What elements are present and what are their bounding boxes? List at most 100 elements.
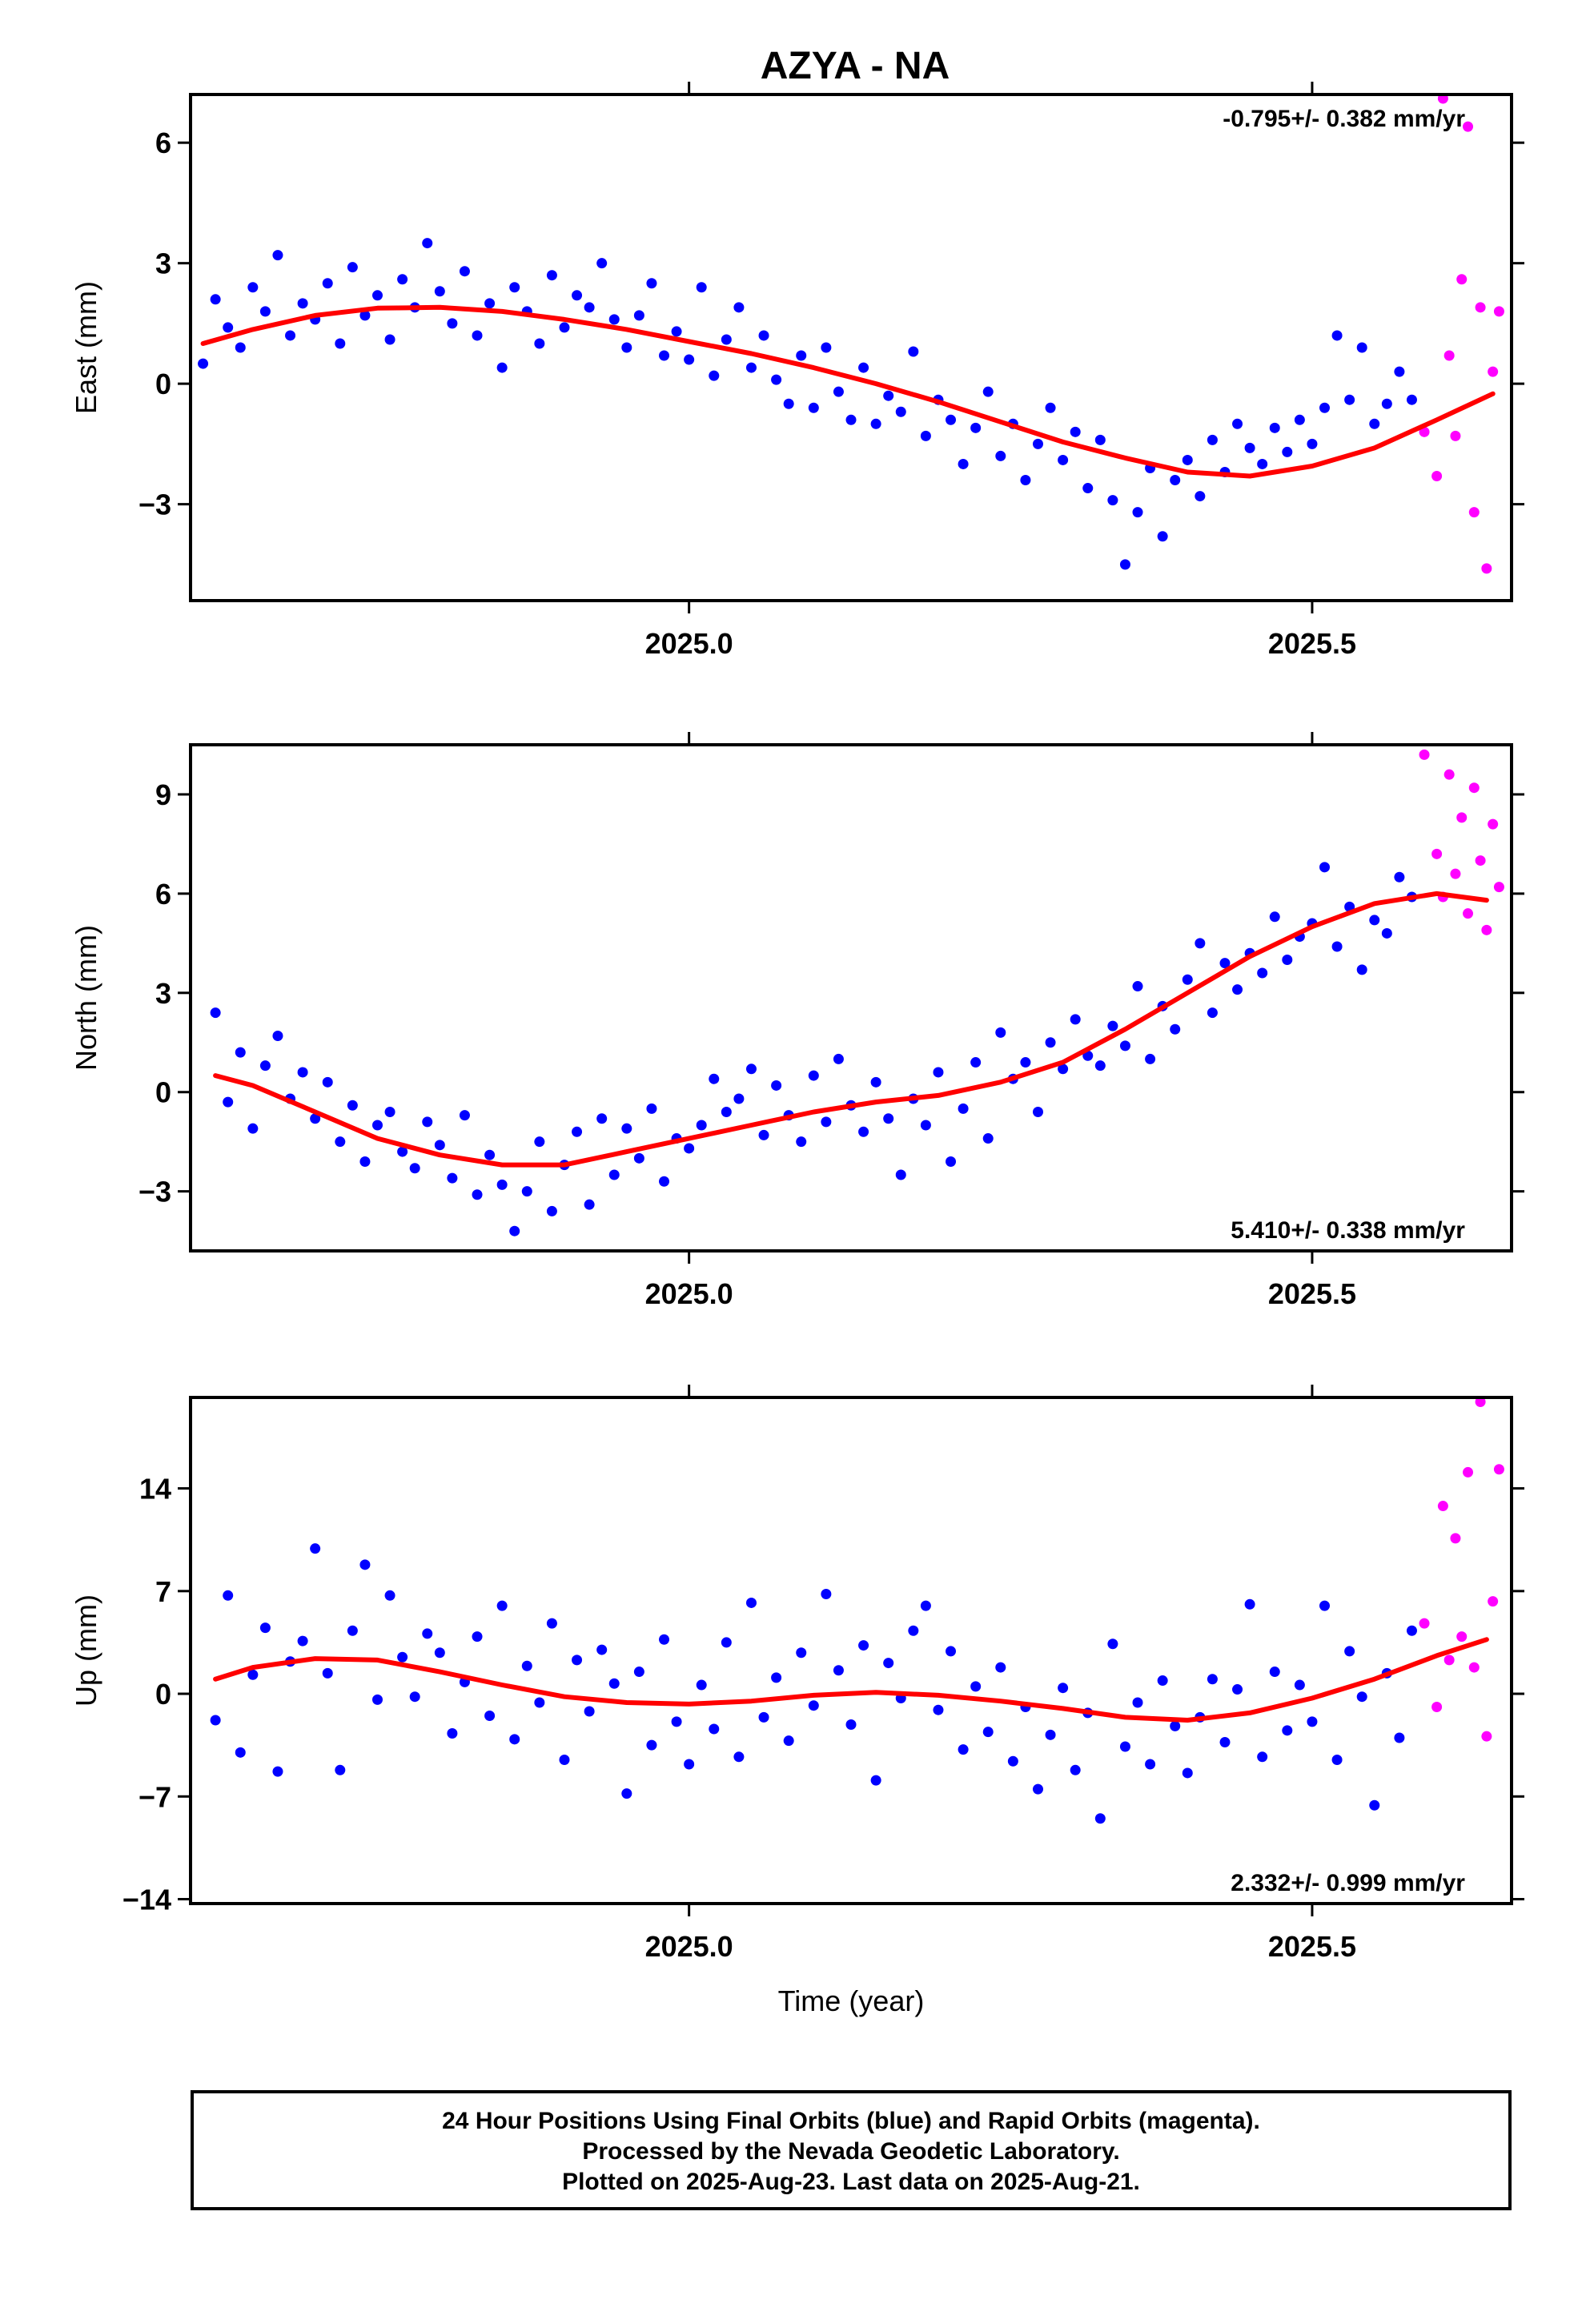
rapid-orbit-point xyxy=(1475,302,1486,313)
rapid-orbit-point xyxy=(1419,1618,1430,1629)
final-orbit-point xyxy=(908,346,919,357)
figure-title: AZYA - NA xyxy=(761,45,950,87)
y-tick-label: 0 xyxy=(155,368,171,400)
final-orbit-point xyxy=(1331,330,1343,341)
rapid-orbit-point xyxy=(1419,426,1430,437)
final-orbit-point xyxy=(259,1622,271,1634)
final-orbit-point xyxy=(995,1662,1006,1673)
final-orbit-point xyxy=(1132,981,1143,992)
final-orbit-point xyxy=(982,1133,994,1144)
final-orbit-point xyxy=(434,1140,445,1151)
final-orbit-point xyxy=(821,1588,832,1599)
final-orbit-point xyxy=(223,322,234,333)
final-orbit-point xyxy=(1369,418,1380,429)
rapid-orbit-point xyxy=(1488,366,1499,377)
final-orbit-point xyxy=(1157,531,1168,542)
final-orbit-point xyxy=(422,1116,433,1128)
final-orbit-point xyxy=(808,402,819,413)
final-orbit-point xyxy=(409,1163,420,1174)
final-orbit-point xyxy=(1269,911,1280,923)
final-orbit-point xyxy=(1094,1813,1106,1824)
final-orbit-point xyxy=(659,1634,670,1645)
final-orbit-point xyxy=(322,278,333,289)
final-orbit-point xyxy=(908,1625,919,1636)
final-orbit-point xyxy=(347,1625,358,1636)
final-orbit-point xyxy=(1356,342,1367,353)
final-orbit-point xyxy=(371,1120,383,1131)
plot-data xyxy=(210,749,1504,1236)
final-orbit-point xyxy=(397,1146,408,1157)
x-tick-label: 2025.5 xyxy=(1268,1930,1356,1963)
final-orbit-point xyxy=(783,1735,794,1747)
final-orbit-point xyxy=(946,414,957,425)
final-orbit-point xyxy=(858,362,869,373)
final-orbit-point xyxy=(546,1205,557,1216)
rapid-orbit-point xyxy=(1431,848,1443,859)
final-orbit-point xyxy=(509,1225,520,1236)
final-orbit-point xyxy=(709,1073,720,1084)
final-orbit-point xyxy=(534,1697,545,1708)
final-orbit-point xyxy=(1020,475,1031,486)
final-orbit-point xyxy=(447,318,458,329)
final-orbit-point xyxy=(1170,1023,1181,1035)
x-tick-label: 2025.5 xyxy=(1268,1277,1356,1310)
final-orbit-point xyxy=(970,422,982,433)
final-orbit-point xyxy=(297,1635,308,1647)
y-tick-label: 9 xyxy=(155,778,171,811)
final-orbit-point xyxy=(1331,941,1343,952)
rapid-orbit-point xyxy=(1443,1655,1455,1666)
rapid-orbit-point xyxy=(1450,868,1461,879)
final-orbit-point xyxy=(447,1172,458,1184)
final-orbit-point xyxy=(958,1103,969,1114)
fit-curve xyxy=(200,304,1496,479)
rapid-orbit-point xyxy=(1431,1702,1443,1713)
final-orbit-point xyxy=(272,1031,283,1042)
caption-line-1: 24 Hour Positions Using Final Orbits (bl… xyxy=(442,2108,1260,2134)
rapid-orbit-point xyxy=(1493,306,1504,317)
final-orbit-point xyxy=(758,1711,769,1723)
final-orbit-point xyxy=(584,1706,595,1717)
final-orbit-point xyxy=(235,1747,246,1758)
final-orbit-point xyxy=(608,314,620,325)
final-orbit-point xyxy=(1232,418,1243,429)
final-orbit-point xyxy=(1257,1751,1268,1763)
fit-curve xyxy=(213,1637,1489,1723)
final-orbit-point xyxy=(434,1647,445,1659)
final-orbit-point xyxy=(721,334,732,345)
final-orbit-point xyxy=(584,302,595,313)
final-orbit-point xyxy=(1207,434,1218,445)
final-orbit-point xyxy=(1032,438,1043,449)
final-orbit-point xyxy=(895,406,906,417)
final-orbit-point xyxy=(933,1067,944,1078)
final-orbit-point xyxy=(322,1667,333,1679)
final-orbit-point xyxy=(1319,1600,1331,1611)
y-tick-label: 0 xyxy=(155,1076,171,1109)
final-orbit-point xyxy=(1257,967,1268,979)
final-orbit-point xyxy=(223,1096,234,1108)
final-orbit-point xyxy=(709,370,720,381)
final-orbit-point xyxy=(259,1060,271,1072)
rapid-orbit-point xyxy=(1493,882,1504,893)
final-orbit-point xyxy=(272,250,283,261)
final-orbit-point xyxy=(484,1149,496,1160)
final-orbit-point xyxy=(1119,1741,1130,1752)
final-orbit-point xyxy=(546,1618,557,1629)
plot-frame xyxy=(189,743,1513,1252)
final-orbit-point xyxy=(223,1590,234,1601)
final-orbit-point xyxy=(1119,1040,1130,1051)
final-orbit-point xyxy=(858,1640,869,1651)
rapid-orbit-point xyxy=(1475,1397,1486,1407)
final-orbit-point xyxy=(633,1152,644,1164)
final-orbit-point xyxy=(733,1093,745,1104)
final-orbit-point xyxy=(771,374,782,385)
final-orbit-point xyxy=(1094,1060,1106,1072)
final-orbit-point xyxy=(733,1751,745,1763)
final-orbit-point xyxy=(596,1644,608,1655)
final-orbit-point xyxy=(646,1739,657,1751)
final-orbit-point xyxy=(359,310,371,321)
plot-data xyxy=(210,1397,1504,1824)
final-orbit-point xyxy=(870,1076,881,1088)
final-orbit-point xyxy=(621,1123,632,1134)
final-orbit-point xyxy=(1182,1767,1193,1779)
final-orbit-point xyxy=(1058,454,1069,465)
